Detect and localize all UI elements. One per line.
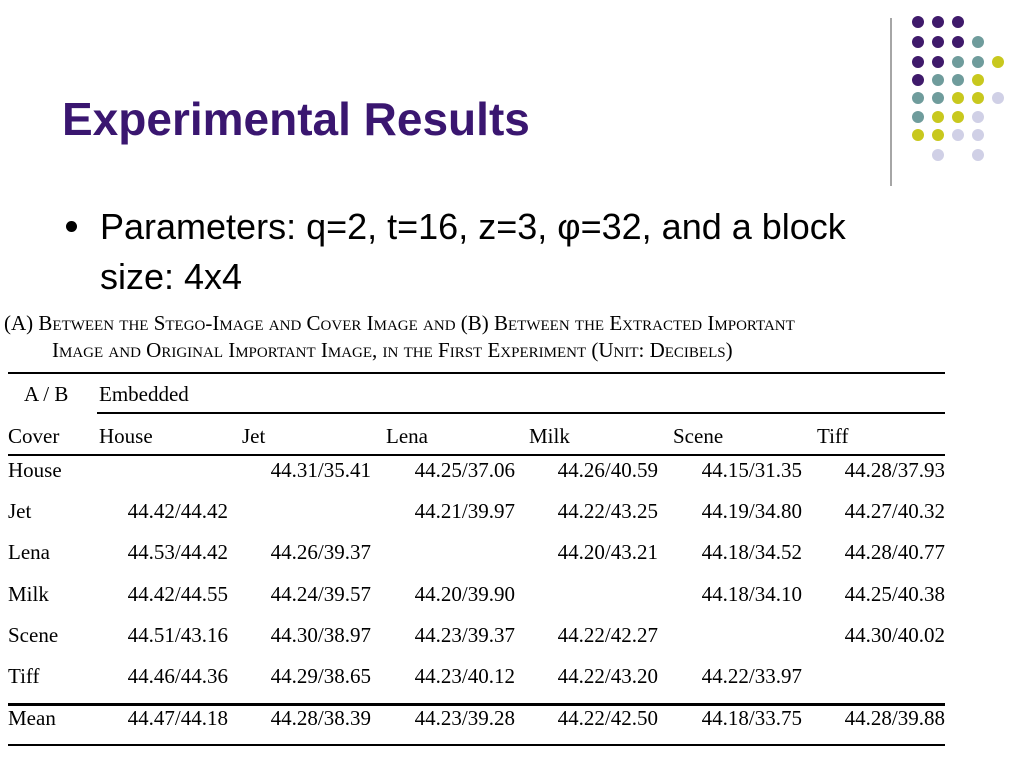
caption: Image and Original Important Image, in t… xyxy=(52,338,733,362)
bullet-dot xyxy=(66,221,77,232)
cell: 44.22/43.25 xyxy=(557,499,658,524)
row-label: Jet xyxy=(8,499,32,524)
cell: 44.23/39.37 xyxy=(414,622,515,647)
cell: 44.20/43.21 xyxy=(557,540,658,565)
cell: 44.46/44.36 xyxy=(127,664,228,688)
row-label: Lena xyxy=(8,540,50,565)
cell: 44.18/34.10 xyxy=(701,581,802,606)
cell: 44.23/39.28 xyxy=(414,706,515,730)
column-header: Milk xyxy=(529,424,570,448)
row-label: House xyxy=(8,458,62,482)
rule xyxy=(97,412,945,414)
column-header: Scene xyxy=(673,424,724,448)
cell: 44.21/39.97 xyxy=(414,499,515,524)
cell: 44.42/44.42 xyxy=(127,499,228,524)
cell: 44.26/40.59 xyxy=(557,458,658,482)
cell: 44.42/44.55 xyxy=(127,581,228,606)
column-header: Lena xyxy=(386,424,428,448)
caption: (A) Between the Stego-Image and Cover Im… xyxy=(4,311,795,335)
rule xyxy=(8,744,945,746)
row-label: Mean xyxy=(8,706,56,730)
cell: 44.27/40.32 xyxy=(844,499,945,524)
cell: 44.19/34.80 xyxy=(701,499,802,524)
row-label: Scene xyxy=(8,622,59,647)
cell: 44.28/37.93 xyxy=(844,458,945,482)
cell: 44.30/38.97 xyxy=(270,622,371,647)
cell: 44.20/39.90 xyxy=(414,581,515,606)
cell: 44.24/39.57 xyxy=(270,581,371,606)
title: Experimental Results xyxy=(62,93,530,145)
cell: 44.30/40.02 xyxy=(844,622,945,647)
corner-header: A / B xyxy=(24,382,69,406)
cell: 44.51/43.16 xyxy=(127,622,228,647)
row-label: Tiff xyxy=(8,664,40,688)
cell: 44.18/33.75 xyxy=(701,706,802,730)
decoration xyxy=(890,16,1004,186)
cell: 44.15/31.35 xyxy=(701,458,802,482)
cell: 44.22/43.20 xyxy=(557,664,658,688)
cell: 44.22/42.27 xyxy=(557,622,658,647)
rule xyxy=(8,703,945,706)
row-label: Milk xyxy=(8,581,49,606)
column-header: Jet xyxy=(242,424,266,448)
cell: 44.22/42.50 xyxy=(557,706,658,730)
rule xyxy=(8,372,945,374)
cell: 44.47/44.18 xyxy=(127,706,228,730)
cell: 44.18/34.52 xyxy=(701,540,802,565)
cell: 44.31/35.41 xyxy=(270,458,371,482)
bullet-text: Parameters: q=2, t=16, z=3, φ=32, and a … xyxy=(100,206,846,297)
cell: 44.28/40.77 xyxy=(844,540,945,565)
group-header: Embedded xyxy=(99,382,189,406)
cell: 44.26/39.37 xyxy=(270,540,371,565)
rule xyxy=(8,454,945,456)
row-header: Cover xyxy=(8,424,60,448)
cell: 44.25/40.38 xyxy=(844,581,945,606)
column-header: House xyxy=(99,424,153,448)
cell: 44.23/40.12 xyxy=(414,664,515,688)
cell: 44.22/33.97 xyxy=(701,664,802,688)
cell: 44.25/37.06 xyxy=(414,458,515,482)
cell: 44.28/38.39 xyxy=(270,706,371,730)
cell: 44.53/44.42 xyxy=(127,540,228,565)
column-header: Tiff xyxy=(817,424,849,448)
cell: 44.28/39.88 xyxy=(844,706,945,730)
cell: 44.29/38.65 xyxy=(270,664,371,688)
